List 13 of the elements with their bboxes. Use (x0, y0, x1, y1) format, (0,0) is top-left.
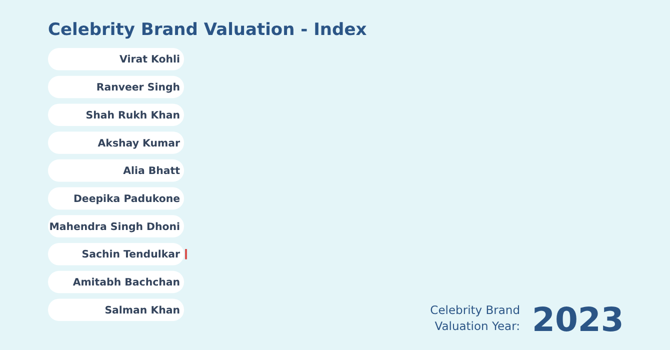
y-tick-label: Virat Kohli (120, 54, 180, 66)
y-tick-label: Ranveer Singh (96, 82, 180, 94)
y-tick-label: Alia Bhatt (123, 166, 180, 178)
y-tick-label: Amitabh Bachchan (72, 278, 180, 289)
y-tick-label: Mahendra Singh Dhoni (49, 222, 180, 233)
chart-title: Celebrity Brand Valuation - Index (48, 20, 367, 40)
y-tick-label: Akshay Kumar (98, 138, 180, 150)
text: 2023 (532, 300, 624, 339)
y-tick-label: Shah Rukh Khan (86, 110, 180, 122)
y-tick-label: Sachin Tendulkar (82, 250, 180, 261)
y-tick-label: Deepika Padukone (73, 194, 180, 205)
text: Celebrity Brand Valuation Year: (430, 303, 520, 333)
y-tick-label: Salman Khan (104, 305, 180, 316)
